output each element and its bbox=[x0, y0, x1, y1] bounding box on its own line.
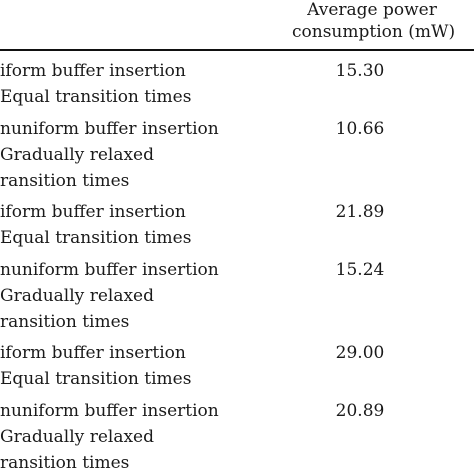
description-line: Equal transition times bbox=[0, 369, 192, 389]
power-value: 20.89 bbox=[335, 401, 385, 421]
description-line: iform buffer insertion bbox=[0, 202, 186, 222]
description-line: ransition times bbox=[0, 453, 130, 473]
description-line: Equal transition times bbox=[0, 228, 192, 248]
description-line: nuniform buffer insertion bbox=[0, 260, 219, 280]
description-line: Gradually relaxed bbox=[0, 286, 154, 306]
description-line: Gradually relaxed bbox=[0, 145, 154, 165]
header-power-line1: Average power bbox=[307, 0, 437, 20]
header-power-line2: consumption (mW) bbox=[292, 22, 456, 42]
table-header: Average power consumption (mW) bbox=[0, 0, 474, 52]
power-value: 29.00 bbox=[335, 343, 385, 363]
header-rule bbox=[0, 49, 474, 51]
description-line: Gradually relaxed bbox=[0, 427, 154, 447]
power-value: 10.66 bbox=[335, 119, 385, 139]
power-value: 15.30 bbox=[335, 61, 385, 81]
description-line: ransition times bbox=[0, 171, 130, 191]
description-line: Equal transition times bbox=[0, 87, 192, 107]
description-line: nuniform buffer insertion bbox=[0, 401, 219, 421]
description-line: nuniform buffer insertion bbox=[0, 119, 219, 139]
description-line: iform buffer insertion bbox=[0, 61, 186, 81]
description-line: iform buffer insertion bbox=[0, 343, 186, 363]
power-value: 15.24 bbox=[335, 260, 385, 280]
power-value: 21.89 bbox=[335, 202, 385, 222]
description-line: ransition times bbox=[0, 312, 130, 332]
